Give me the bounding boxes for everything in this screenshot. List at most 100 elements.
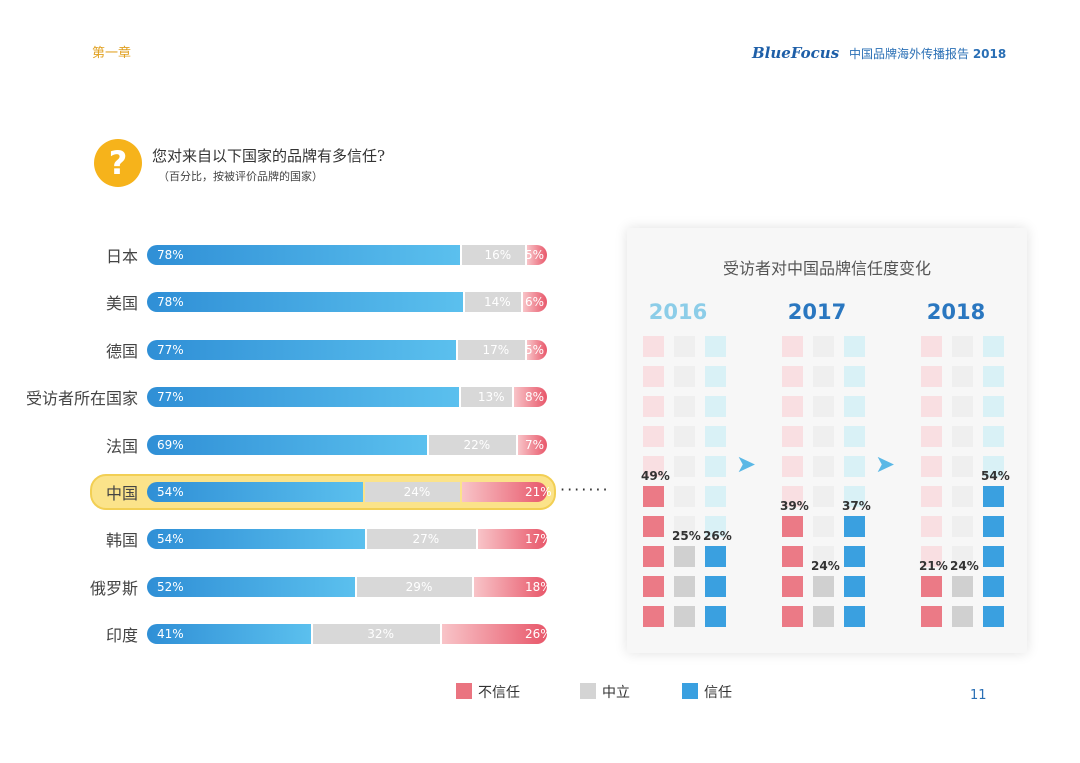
legend-swatch-distrust <box>456 683 472 699</box>
grid-cell <box>813 336 834 357</box>
grid-cell <box>921 366 942 387</box>
grid-cell <box>705 486 726 507</box>
connector-dots: ······· <box>560 480 610 499</box>
grid-cell <box>921 336 942 357</box>
grid-cell <box>921 576 942 597</box>
grid-cell <box>782 576 803 597</box>
legend-swatch-trust <box>682 683 698 699</box>
bar-value-trust: 77% <box>157 342 184 357</box>
bar-segment-neutral <box>367 529 476 550</box>
year-label: 2017 <box>787 300 847 324</box>
grid-cell <box>983 546 1004 567</box>
grid-cell <box>983 366 1004 387</box>
grid-cell <box>782 546 803 567</box>
grid-cell <box>952 336 973 357</box>
bar-value-distrust: 8% <box>525 390 545 405</box>
grid-value-label: 25% <box>672 529 701 543</box>
bar-segment-trust <box>147 529 366 550</box>
bar-value-neutral: 29% <box>405 579 433 594</box>
bar-value-trust: 54% <box>157 532 184 547</box>
grid-cell <box>813 366 834 387</box>
legend-label-trust: 信任 <box>704 685 732 701</box>
bar-value-neutral: 27% <box>412 532 440 547</box>
bar-segment-neutral <box>357 576 473 597</box>
chapter-label: 第一章 <box>92 46 132 61</box>
grid-cell <box>705 606 726 627</box>
grid-value-label: 24% <box>950 559 979 573</box>
grid-value-label: 26% <box>703 529 732 543</box>
grid-value-label: 37% <box>842 499 871 513</box>
bar-segment-distrust <box>514 387 547 408</box>
grid-cell <box>983 456 1004 477</box>
grid-cell <box>782 336 803 357</box>
bar-value-distrust: 17% <box>525 532 552 547</box>
grid-cell <box>705 546 726 567</box>
bar-segment-trust <box>147 482 364 502</box>
bar-segment-neutral <box>465 292 521 313</box>
grid-cell <box>813 576 834 597</box>
grid-value-label: 54% <box>981 469 1010 483</box>
grid-cell <box>844 606 865 627</box>
grid-value-label: 24% <box>811 559 840 573</box>
legend-label-distrust: 不信任 <box>478 685 520 701</box>
grid-cell <box>952 396 973 417</box>
grid-cell <box>921 486 942 507</box>
grid-cell <box>983 426 1004 447</box>
bar-segment-trust <box>147 624 311 645</box>
grid-cell <box>921 426 942 447</box>
bar-value-trust: 41% <box>157 627 184 642</box>
grid-cell <box>921 606 942 627</box>
bar-segment-trust <box>147 434 427 455</box>
grid-cell <box>921 396 942 417</box>
grid-cell <box>983 576 1004 597</box>
grid-cell <box>705 516 726 537</box>
grid-value-label: 39% <box>780 499 809 513</box>
grid-cell <box>952 516 973 537</box>
grid-cell <box>782 396 803 417</box>
grid-cell <box>705 366 726 387</box>
grid-cell <box>705 456 726 477</box>
bar-value-trust: 69% <box>157 437 184 452</box>
bar-category-label: 俄罗斯 <box>89 578 138 598</box>
grid-cell <box>921 546 942 567</box>
bar-segment-neutral <box>461 387 513 408</box>
bar-segment-distrust <box>518 434 547 455</box>
bar-segment-distrust <box>441 624 547 645</box>
grid-cell <box>674 396 695 417</box>
grid-cell <box>952 426 973 447</box>
grid-cell <box>844 456 865 477</box>
grid-cell <box>643 336 664 357</box>
page-number: 11 <box>970 688 987 703</box>
bar-category-label: 日本 <box>105 247 138 266</box>
question-title: 您对来自以下国家的品牌有多信任? <box>152 147 386 165</box>
grid-cell <box>813 516 834 537</box>
grid-cell <box>952 606 973 627</box>
bar-segment-trust <box>147 245 461 265</box>
grid-cell <box>813 426 834 447</box>
grid-cell <box>813 546 834 567</box>
grid-cell <box>813 456 834 477</box>
bar-value-neutral: 24% <box>403 485 431 499</box>
grid-cell <box>643 546 664 567</box>
grid-cell <box>813 486 834 507</box>
question-subtitle: （百分比，按被评价品牌的国家） <box>158 170 323 183</box>
arrow-right-icon: ➤ <box>875 450 896 478</box>
grid-cell <box>643 606 664 627</box>
bar-segment-neutral <box>428 434 517 455</box>
grid-cell <box>952 456 973 477</box>
bar-value-trust: 78% <box>157 248 184 262</box>
bar-category-label: 韩国 <box>105 531 138 551</box>
bar-value-neutral: 16% <box>484 248 512 262</box>
bar-segment-neutral <box>365 482 461 502</box>
grid-cell <box>643 486 664 507</box>
grid-cell <box>983 486 1004 507</box>
grid-cell <box>844 366 865 387</box>
grid-cell <box>844 396 865 417</box>
bar-segment-trust <box>147 387 460 408</box>
grid-value-label: 21% <box>919 559 948 573</box>
bar-segment-neutral <box>462 245 525 265</box>
grid-value-label: 49% <box>641 469 670 483</box>
bar-value-distrust: 5% <box>525 342 545 357</box>
grid-cell <box>921 516 942 537</box>
grid-cell <box>643 456 664 477</box>
